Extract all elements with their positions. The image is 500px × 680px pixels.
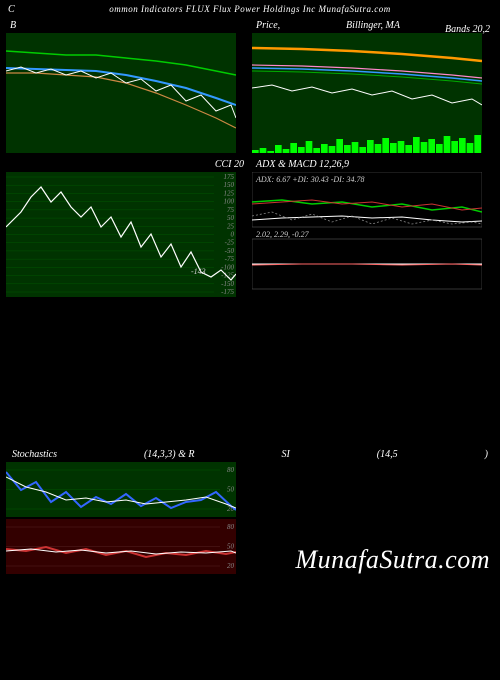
svg-text:2.02, 2.29, -0.27: 2.02, 2.29, -0.27 (256, 230, 310, 239)
cci-title: CCI 20 (215, 159, 244, 170)
svg-text:125: 125 (224, 189, 235, 197)
svg-text:-175: -175 (221, 288, 234, 296)
adx-title: ADX & MACD 12,26,9 (256, 159, 349, 170)
svg-text:50: 50 (227, 486, 235, 494)
bb-chart-cell: B (6, 18, 248, 153)
svg-text:25: 25 (227, 222, 235, 230)
bb-title: B (10, 20, 16, 31)
spacer (0, 297, 500, 447)
stoch-title-left: Stochastics (12, 449, 57, 460)
price-title-left: Price, (256, 20, 280, 31)
adx-chart: ADX: 6.67 +DI: 30.43 -DI: 34.78 2.02, 2.2… (252, 172, 482, 297)
header-left: C (8, 4, 15, 15)
rsi-chart: 80 50 20 (6, 519, 236, 574)
cci-chart-cell: CCI 20 1751501251007550250-25-50-75-100 -… (6, 157, 248, 297)
chart-grid: B Price, Billinger, MA CCI 20 1751501251… (0, 18, 500, 297)
svg-text:20: 20 (227, 562, 235, 570)
svg-text:80: 80 (227, 466, 235, 474)
svg-text:-50: -50 (225, 247, 235, 255)
header-main: ommon Indicators FLUX Flux Power Holding… (109, 4, 390, 14)
svg-text:100: 100 (224, 198, 235, 206)
svg-text:-143: -143 (191, 267, 206, 276)
bottom-title-row: Stochastics (14,3,3) & R SI (14,5 ) (0, 447, 500, 462)
watermark: MunafaSutra.com (295, 545, 490, 575)
svg-text:50: 50 (227, 543, 235, 551)
price-chart-cell: Price, Billinger, MA (252, 18, 494, 153)
svg-text:150: 150 (224, 181, 235, 189)
svg-text:-25: -25 (225, 239, 235, 247)
stoch-title-si: SI (281, 449, 289, 460)
svg-text:-75: -75 (225, 255, 235, 263)
adx-chart-cell: ADX & MACD 12,26,9 ADX: 6.67 +DI: 30.43 … (252, 157, 494, 297)
svg-text:175: 175 (224, 173, 235, 181)
stoch-title-right: (14,5 (377, 449, 398, 460)
svg-text:-100: -100 (221, 263, 234, 271)
cci-chart: 1751501251007550250-25-50-75-100-125-150… (6, 172, 236, 297)
bb-chart (6, 33, 236, 153)
stoch-title-mid: (14,3,3) & R (144, 449, 195, 460)
svg-text:80: 80 (227, 523, 235, 531)
svg-text:75: 75 (227, 206, 235, 214)
svg-text:50: 50 (227, 214, 235, 222)
stoch-title-end: ) (485, 449, 488, 460)
price-title-mid: Billinger, MA (346, 20, 400, 31)
stoch-chart: 805020 (6, 462, 236, 517)
svg-text:ADX: 6.67 +DI: 30.43 -DI: 34.7: ADX: 6.67 +DI: 30.43 -DI: 34.78 (255, 175, 365, 184)
price-chart (252, 33, 482, 153)
svg-text:0: 0 (231, 231, 235, 239)
page-header: C ommon Indicators FLUX Flux Power Holdi… (0, 0, 500, 18)
svg-text:-150: -150 (221, 280, 234, 288)
